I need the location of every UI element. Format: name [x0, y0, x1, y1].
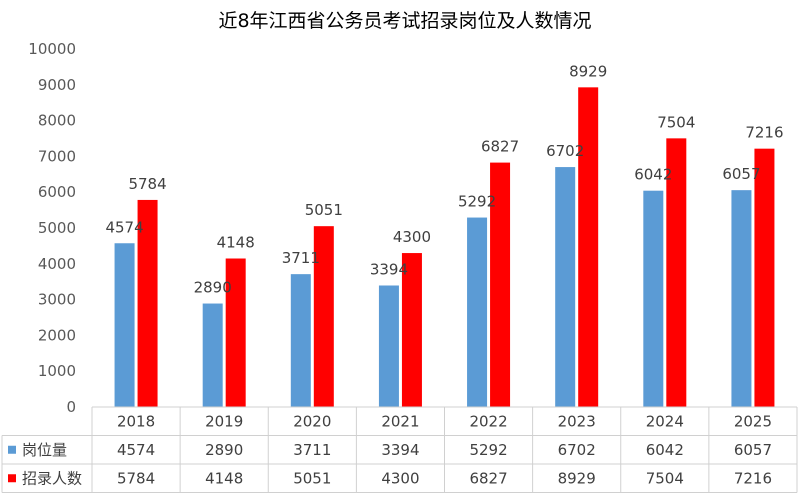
data-label-positions: 3394 — [370, 260, 408, 278]
data-labels: 4574 2890 3711 3394 5292 6702 6042 6057 5784 4148… — [105, 62, 783, 296]
x-category-label: 2021 — [381, 412, 419, 430]
bar-recruits — [401, 253, 422, 407]
y-tick-label: 10000 — [28, 40, 76, 58]
bar-recruits — [666, 138, 687, 407]
table-cell-value: 4148 — [205, 469, 243, 487]
table-cell-value: 4574 — [117, 441, 155, 459]
bars — [114, 87, 775, 407]
y-tick-label: 1000 — [38, 362, 76, 380]
data-label-recruits: 4148 — [217, 234, 255, 252]
data-label-recruits: 5784 — [128, 175, 166, 193]
chart-title: 近8年江西省公务员考试招录岗位及人数情况 — [218, 10, 591, 32]
x-category-label: 2022 — [469, 412, 507, 430]
bar-recruits — [490, 162, 511, 407]
bar-positions — [467, 217, 488, 407]
y-tick-label: 9000 — [38, 76, 76, 94]
bar-positions — [555, 167, 576, 407]
table-cell-value: 3394 — [381, 441, 419, 459]
x-category-label: 2018 — [117, 412, 155, 430]
data-label-recruits: 6827 — [481, 138, 519, 156]
y-axis: 0 1000 2000 3000 4000 5000 6000 7000 8000 9000 100… — [28, 40, 76, 416]
y-tick-label: 8000 — [38, 112, 76, 130]
data-label-positions: 3711 — [282, 249, 320, 267]
bar-positions — [202, 303, 223, 407]
legend-series-name: 岗位量 — [22, 441, 67, 459]
x-category-label: 2025 — [734, 412, 772, 430]
y-tick-label: 5000 — [38, 219, 76, 237]
bar-positions — [731, 190, 752, 407]
x-category-label: 2024 — [646, 412, 684, 430]
table-cell-value: 2890 — [205, 441, 243, 459]
data-label-recruits: 8929 — [569, 62, 607, 80]
data-label-positions: 6042 — [634, 166, 672, 184]
y-tick-label: 0 — [66, 398, 76, 416]
bar-recruits — [313, 226, 334, 407]
data-label-positions: 5292 — [458, 193, 496, 211]
table-cell-value: 8929 — [558, 469, 596, 487]
bar-positions — [290, 274, 311, 407]
bar-positions — [114, 243, 135, 407]
table-cell-value: 6702 — [558, 441, 596, 459]
bar-recruits — [754, 148, 775, 407]
table-cell-value: 7216 — [734, 469, 772, 487]
bar-recruits — [137, 199, 158, 407]
y-tick-label: 4000 — [38, 255, 76, 273]
table-cell-value: 6042 — [646, 441, 684, 459]
table-cell-value: 7504 — [646, 469, 684, 487]
data-label-recruits: 7216 — [745, 124, 783, 142]
y-tick-label: 2000 — [38, 326, 76, 344]
table-cell-value: 6057 — [734, 441, 772, 459]
data-label-positions: 2890 — [194, 279, 232, 297]
data-label-positions: 6057 — [722, 165, 760, 183]
table-cell-value: 5051 — [293, 469, 331, 487]
table-cell-value: 5784 — [117, 469, 155, 487]
data-label-positions: 4574 — [105, 218, 143, 236]
data-label-positions: 6702 — [546, 142, 584, 160]
data-table: 2018 2019 2020 2021 2022 2023 2024 2025 岗位量 4574 2… — [1, 406, 798, 493]
table-cell-value: 4300 — [381, 469, 419, 487]
bar-positions — [643, 190, 664, 407]
legend-key-positions — [8, 445, 16, 454]
data-label-recruits: 5051 — [305, 201, 343, 219]
bar-positions — [378, 285, 399, 407]
legend-series-name: 招录人数 — [22, 469, 82, 487]
x-category-label: 2020 — [293, 412, 331, 430]
y-tick-label: 3000 — [38, 291, 76, 309]
table-cell-value: 3711 — [293, 441, 331, 459]
data-label-recruits: 4300 — [393, 228, 431, 246]
data-label-recruits: 7504 — [657, 113, 695, 131]
y-tick-label: 7000 — [38, 147, 76, 165]
bar-recruits — [578, 87, 599, 407]
table-cell-value: 5292 — [469, 441, 507, 459]
x-category-label: 2019 — [205, 412, 243, 430]
x-category-label: 2023 — [558, 412, 596, 430]
table-cell-value: 6827 — [469, 469, 507, 487]
legend-key-recruits — [8, 474, 16, 483]
bar-recruits — [225, 258, 246, 407]
y-tick-label: 6000 — [38, 183, 76, 201]
